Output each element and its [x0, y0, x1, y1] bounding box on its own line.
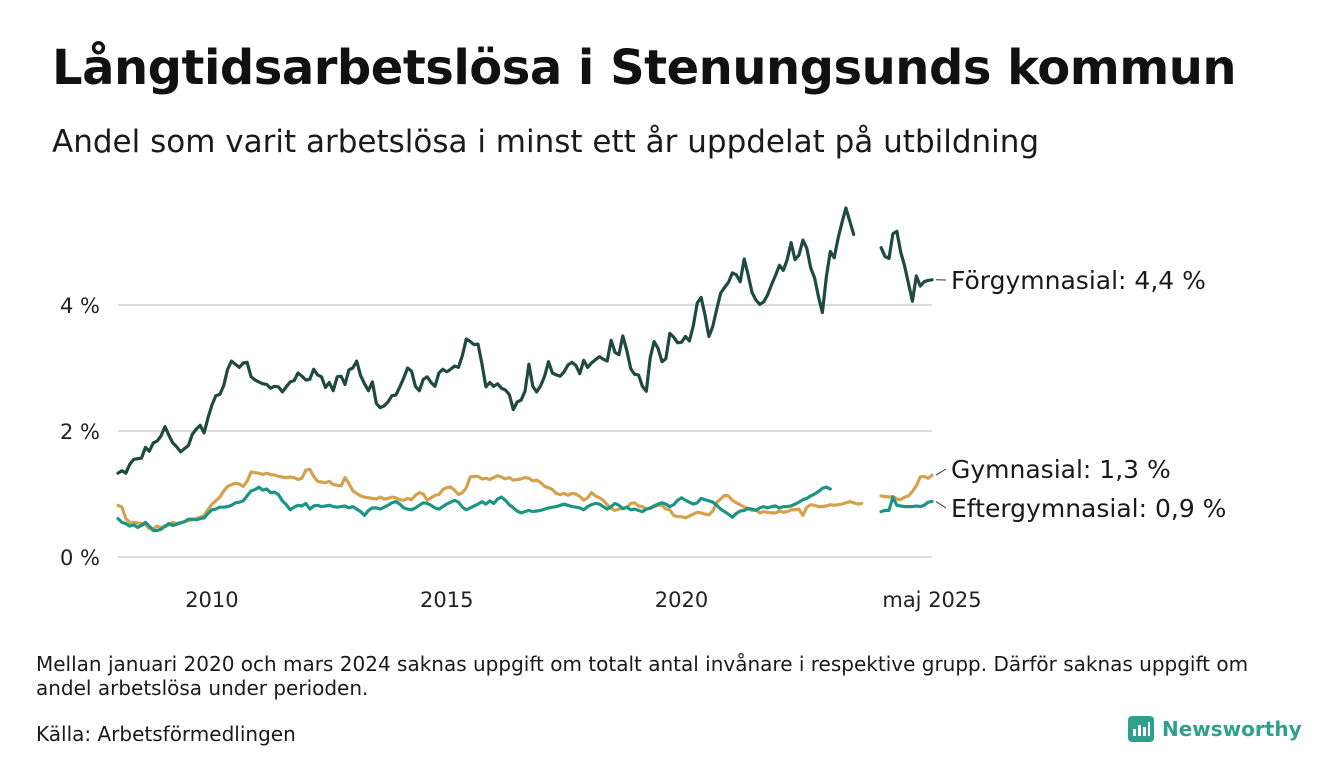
end-label-eftergymnasial: Eftergymnasial: 0,9 %	[951, 494, 1226, 523]
footnote: Mellan januari 2020 och mars 2024 saknas…	[36, 652, 1249, 700]
end-label-gymnasial: Gymnasial: 1,3 %	[951, 455, 1171, 484]
label-connector	[935, 501, 947, 509]
chart-title: Långtidsarbetslösa i Stenungsunds kommun	[52, 40, 1237, 96]
series-line-förgymnasial-0	[116, 206, 856, 475]
end-label-förgymnasial: Förgymnasial: 4,4 %	[951, 266, 1206, 295]
brand-name: Newsworthy	[1162, 717, 1302, 741]
axis-labels: 0 % 2 % 4 % 2010 2015 2020 maj 2025	[60, 294, 982, 612]
y-tick-label: 0 %	[60, 546, 100, 570]
newsworthy-logo-icon	[1128, 716, 1154, 742]
chart-subtitle: Andel som varit arbetslösa i minst ett å…	[52, 124, 1040, 160]
y-tick-label: 2 %	[60, 420, 100, 444]
x-tick-label: 2010	[185, 588, 238, 612]
series-lines	[116, 206, 934, 533]
series-line-gymnasial-1	[879, 473, 934, 502]
series-line-förgymnasial-1	[879, 229, 934, 303]
x-tick-label: 2015	[420, 588, 473, 612]
source-text: Källa: Arbetsförmedlingen	[36, 722, 296, 746]
end-labels: Förgymnasial: 4,4 % Gymnasial: 1,3 % Efter…	[935, 266, 1226, 523]
brand-logo: Newsworthy	[1128, 716, 1302, 742]
series-line-eftergymnasial-1	[879, 495, 934, 514]
y-tick-label: 4 %	[60, 294, 100, 318]
series-line-gymnasial-0	[116, 467, 864, 531]
x-tick-label: maj 2025	[882, 588, 981, 612]
x-tick-label: 2020	[655, 588, 708, 612]
label-connector	[935, 468, 947, 476]
grid-lines	[118, 304, 932, 558]
series-line-eftergymnasial-0	[116, 485, 832, 533]
line-chart: Förgymnasial: 4,4 % Gymnasial: 1,3 % Efter…	[60, 206, 1226, 612]
